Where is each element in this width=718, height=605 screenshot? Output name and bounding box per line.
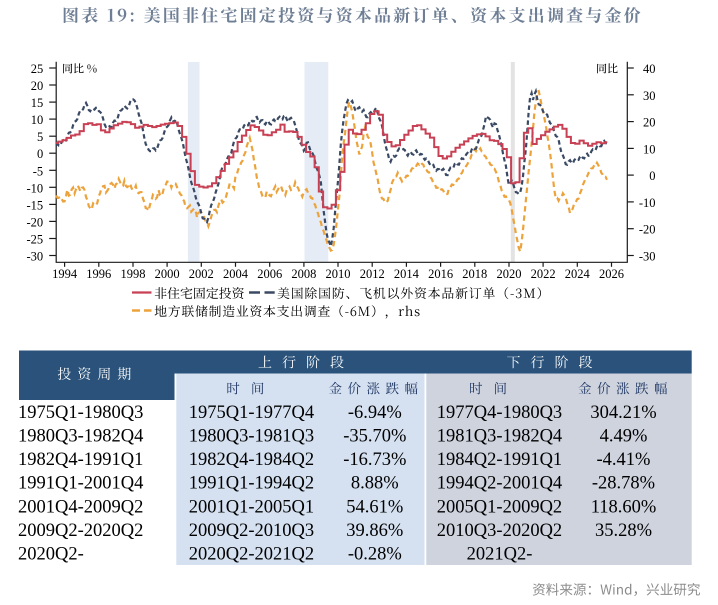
svg-text:-25: -25 [27,233,44,247]
svg-text:-6.94%: -6.94% [348,403,402,423]
svg-text:54.61%: 54.61% [346,497,403,517]
svg-text:1981Q3-1982Q4: 1981Q3-1982Q4 [437,427,562,447]
svg-text:2001Q1-2005Q1: 2001Q1-2005Q1 [189,497,314,517]
svg-text:2008: 2008 [291,267,316,281]
svg-text:2026: 2026 [599,267,624,281]
svg-text:10: 10 [643,142,656,156]
svg-text:1977Q4-1980Q3: 1977Q4-1980Q3 [437,403,562,423]
svg-text:304.21%: 304.21% [590,403,656,423]
svg-text:1982Q4-1984Q2: 1982Q4-1984Q2 [189,450,314,470]
svg-text:1994: 1994 [52,267,78,281]
svg-text:-15: -15 [27,198,44,212]
svg-text:1998: 1998 [121,267,146,281]
svg-text:0: 0 [37,147,43,161]
svg-text:20: 20 [643,116,656,130]
svg-text:15: 15 [31,96,44,110]
svg-text:2010: 2010 [326,267,351,281]
svg-text:1980Q3-1981Q3: 1980Q3-1981Q3 [189,427,314,447]
svg-text:2009Q2-2010Q3: 2009Q2-2010Q3 [189,521,314,541]
svg-text:1980Q3-1982Q4: 1980Q3-1982Q4 [18,427,143,447]
svg-text:2024: 2024 [565,267,591,281]
svg-text:35.28%: 35.28% [595,521,652,541]
svg-text:1991Q1-2001Q4: 1991Q1-2001Q4 [18,474,143,494]
svg-text:2005Q1-2009Q2: 2005Q1-2009Q2 [437,497,562,517]
svg-text:118.60%: 118.60% [591,497,657,517]
svg-text:8.88%: 8.88% [351,474,399,494]
svg-text:1975Q1-1980Q3: 1975Q1-1980Q3 [18,403,143,423]
svg-text:25: 25 [31,62,44,76]
svg-text:2021Q2-: 2021Q2- [467,544,533,564]
svg-text:-20: -20 [639,223,656,237]
svg-text:2004: 2004 [223,267,249,281]
svg-text:2016: 2016 [428,267,453,281]
svg-text:39.86%: 39.86% [346,521,403,541]
svg-text:1984Q2-1991Q1: 1984Q2-1991Q1 [437,450,562,470]
svg-text:2000: 2000 [155,267,180,281]
svg-text:-16.73%: -16.73% [343,450,406,470]
svg-text:5: 5 [37,130,43,144]
svg-text:30: 30 [643,89,656,103]
svg-text:1975Q1-1977Q4: 1975Q1-1977Q4 [189,403,314,423]
svg-text:-10: -10 [27,181,44,195]
svg-text:1991Q1-1994Q2: 1991Q1-1994Q2 [189,474,314,494]
svg-text:4.49%: 4.49% [600,427,648,447]
svg-text:2010Q3-2020Q2: 2010Q3-2020Q2 [437,521,562,541]
svg-text:2020Q2-: 2020Q2- [18,544,84,564]
svg-text:20: 20 [31,79,44,93]
svg-text:-5: -5 [33,164,43,178]
svg-text:0: 0 [649,169,655,183]
svg-text:-30: -30 [639,250,656,264]
svg-text:-0.28%: -0.28% [348,544,402,564]
svg-text:2018: 2018 [462,267,487,281]
svg-text:-28.78%: -28.78% [592,474,655,494]
svg-text:-10: -10 [639,196,656,210]
svg-text:-35.70%: -35.70% [343,427,406,447]
svg-text:2020Q2-2021Q2: 2020Q2-2021Q2 [189,544,314,564]
svg-text:1994Q2-2001Q4: 1994Q2-2001Q4 [437,474,562,494]
svg-text:2020: 2020 [497,267,522,281]
svg-text:2002: 2002 [189,267,214,281]
svg-text:40: 40 [643,62,656,76]
svg-text:2012: 2012 [360,267,385,281]
svg-text:1996: 1996 [86,267,111,281]
svg-text:-4.41%: -4.41% [597,450,651,470]
svg-text:2006: 2006 [257,267,282,281]
svg-text:1982Q4-1991Q1: 1982Q4-1991Q1 [18,450,143,470]
svg-text:-20: -20 [27,215,44,229]
svg-text:-30: -30 [27,250,44,264]
svg-text:2014: 2014 [394,267,420,281]
svg-text:2022: 2022 [531,267,556,281]
svg-text:10: 10 [31,113,44,127]
svg-text:2001Q4-2009Q2: 2001Q4-2009Q2 [18,497,143,517]
svg-text:2009Q2-2020Q2: 2009Q2-2020Q2 [18,521,143,541]
